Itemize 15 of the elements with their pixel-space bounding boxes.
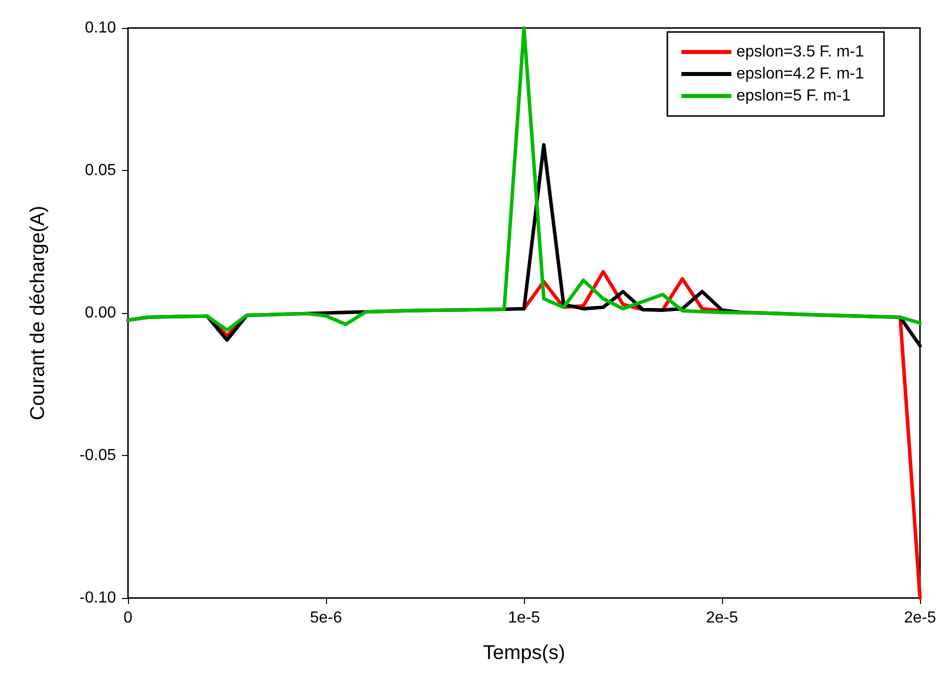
x-tick-label: 2e-5 (706, 610, 738, 626)
legend-label: epslon=3.5 F. m-1 (736, 44, 864, 60)
y-tick-label: 0.10 (84, 20, 116, 36)
y-tick-label: 0.05 (84, 162, 116, 179)
x-tick-label: 0 (124, 610, 133, 626)
y-tick-label: -0.10 (80, 590, 116, 606)
y-axis-title: Courant de décharge(A) (27, 206, 49, 420)
legend-label: epslon=4.2 F. m-1 (736, 66, 864, 82)
legend-label: epslon=5 F. m-1 (736, 88, 851, 104)
y-tick-label: 0.00 (84, 304, 116, 322)
x-tick-label: 5e-6 (310, 610, 342, 626)
x-tick-label: 2e-5 (904, 610, 936, 626)
x-tick-label: 1e-5 (508, 610, 540, 626)
y-tick-label: -0.05 (80, 447, 116, 464)
x-axis-title: Temps(s) (482, 642, 566, 664)
